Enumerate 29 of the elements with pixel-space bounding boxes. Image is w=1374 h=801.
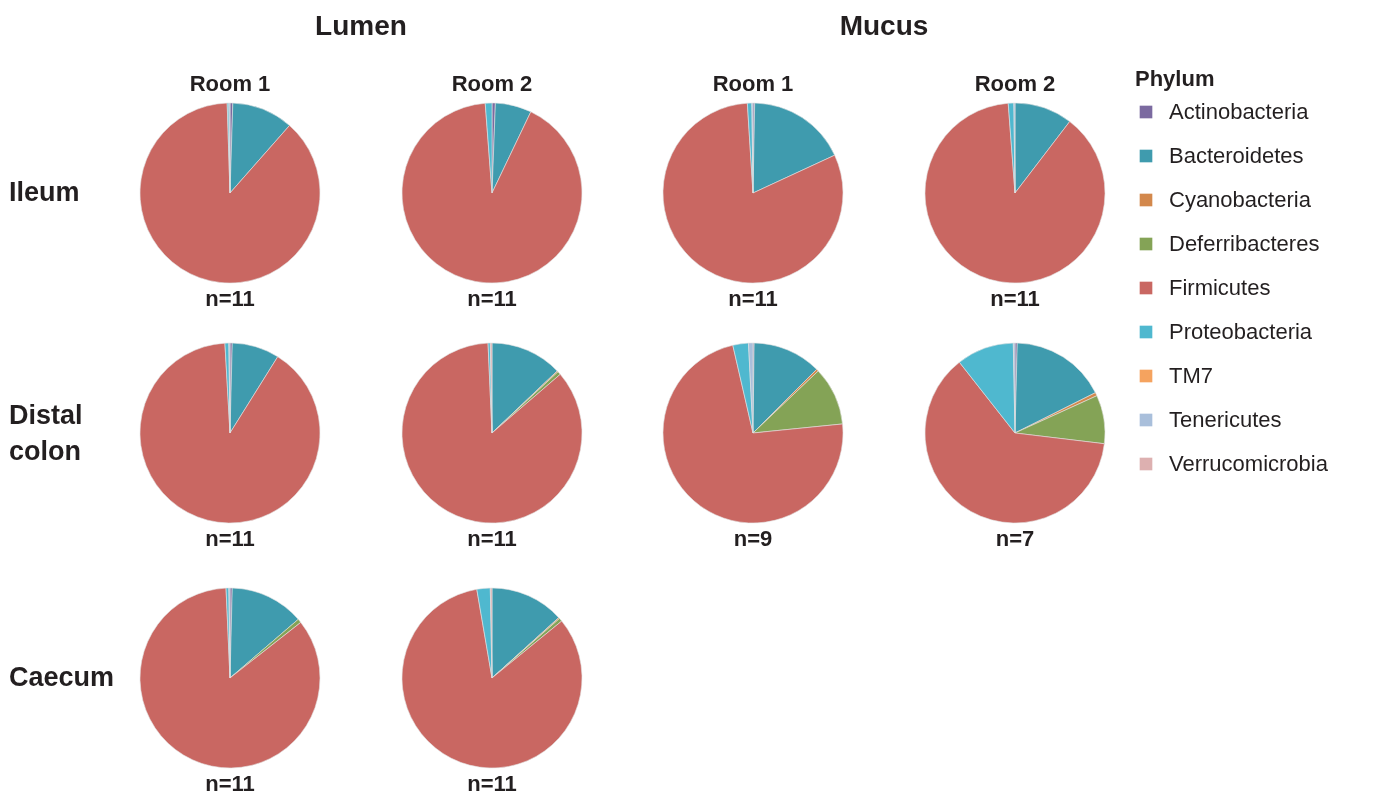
text: n=11	[205, 526, 255, 551]
text: n=11	[467, 771, 517, 796]
legend-label: Actinobacteria	[1169, 99, 1310, 124]
legend-title: Phylum	[1135, 66, 1215, 91]
text: n=11	[728, 286, 778, 311]
text: Lumen	[315, 10, 407, 41]
legend-label: Cyanobacteria	[1169, 187, 1312, 212]
text: Caecum	[9, 662, 115, 692]
chart-title: Room 2	[451, 71, 533, 96]
chart-title: Room 1	[189, 71, 271, 96]
chart-title: Room 2	[974, 71, 1056, 96]
legend-label: Bacteroidetes	[1169, 143, 1304, 168]
text: n=11	[467, 526, 517, 551]
text: n=11	[467, 286, 517, 311]
legend-label: Proteobacteria	[1169, 319, 1313, 344]
legend-label: Deferribacteres	[1169, 231, 1320, 256]
text: n=11	[205, 771, 255, 796]
legend-label: TM7	[1169, 363, 1213, 388]
text: n=11	[205, 286, 255, 311]
text: n=11	[990, 286, 1040, 311]
text: Distal colon	[9, 400, 83, 466]
legend-label: Verrucomicrobia	[1169, 451, 1329, 476]
text: n=7	[995, 526, 1035, 551]
text: Mucus	[839, 10, 929, 41]
legend-label: Tenericutes	[1169, 407, 1282, 432]
text: n=9	[733, 526, 773, 551]
text: Ileum	[9, 177, 80, 207]
legend-label: Firmicutes	[1169, 275, 1271, 300]
chart-title: Room 1	[712, 71, 794, 96]
